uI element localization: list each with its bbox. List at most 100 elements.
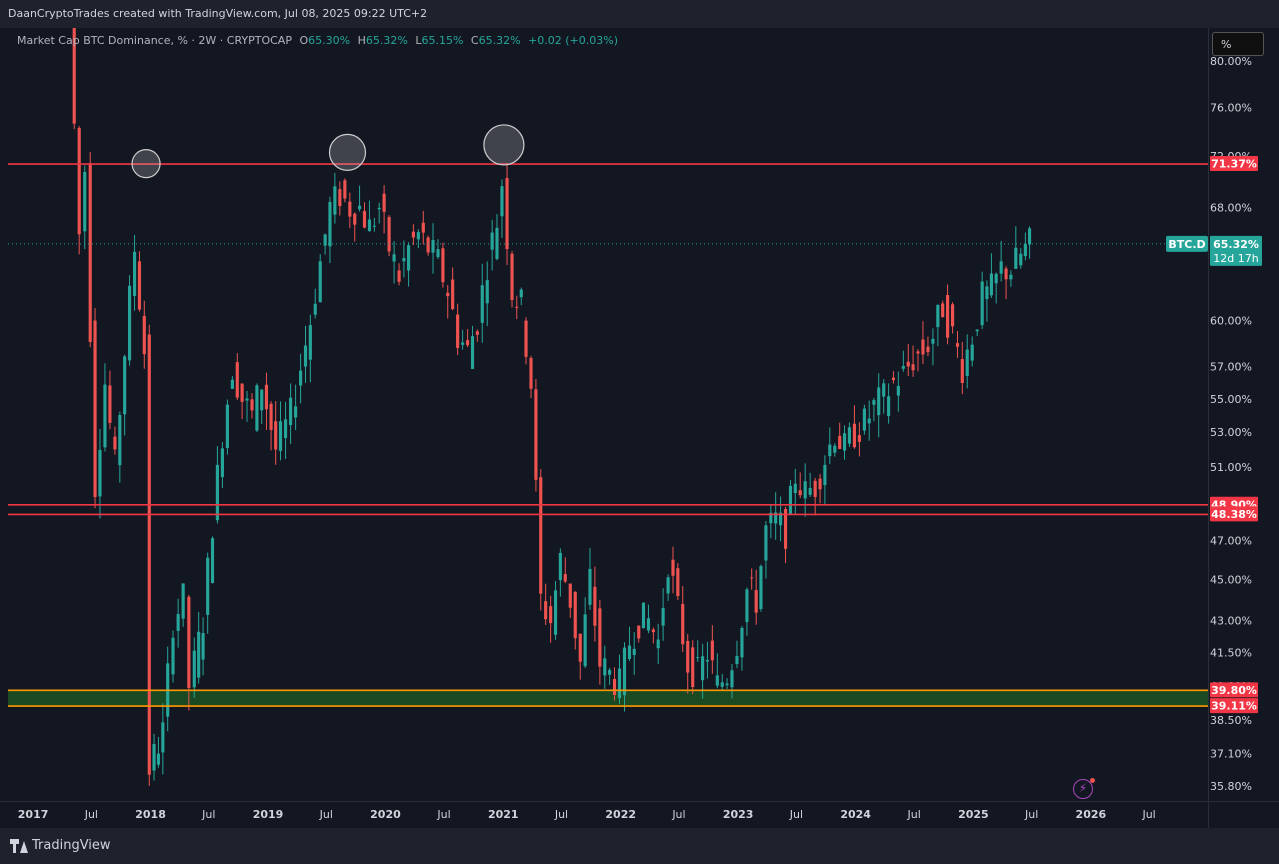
x-tick-label: 2017 — [18, 808, 49, 821]
level-price-label: 39.11% — [1211, 700, 1257, 713]
candle-body — [230, 379, 234, 389]
candle-body — [936, 304, 940, 328]
candle-body — [975, 329, 979, 332]
candle-body — [793, 483, 797, 494]
legend-close-value: 65.32% — [478, 34, 521, 47]
candle-body — [201, 633, 205, 660]
tradingview-logo[interactable]: TradingView — [10, 838, 111, 853]
candle-body — [357, 205, 362, 210]
x-tick-label: 2025 — [958, 808, 989, 821]
candle-body — [696, 657, 700, 659]
candle-body — [156, 753, 161, 765]
chart-pane[interactable] — [8, 28, 1208, 801]
candle-body — [783, 508, 788, 549]
candle-body — [137, 261, 142, 310]
candle-body — [838, 435, 842, 450]
candle-body — [980, 281, 984, 326]
legend-symbol: Market Cap BTC Dominance, % · 2W · CRYPT… — [17, 34, 292, 47]
x-tick-label: 2018 — [135, 808, 166, 821]
highlight-circle — [328, 133, 367, 171]
x-tick-label: Jul — [789, 808, 803, 821]
candle-body — [152, 744, 156, 771]
candle-body — [278, 421, 283, 451]
candle-body — [573, 591, 577, 639]
candle-body — [377, 207, 381, 210]
legend-open-value: 65.30% — [308, 34, 351, 47]
candle-body — [632, 648, 636, 656]
candle-body — [857, 435, 861, 442]
candle-body — [289, 397, 293, 426]
candle-body — [397, 270, 401, 282]
candle-body — [470, 336, 475, 369]
candle-body — [387, 217, 391, 252]
candle-body — [382, 193, 386, 212]
candle-body — [578, 633, 582, 662]
candle-body — [83, 171, 87, 232]
y-tick-label: 60.00% — [1210, 314, 1252, 327]
x-tick-label: Jul — [1141, 808, 1155, 821]
candle-body — [598, 608, 602, 667]
candle-body — [264, 384, 269, 410]
candle-body — [181, 583, 185, 619]
x-tick-label: 2020 — [370, 808, 401, 821]
y-tick-label: 47.00% — [1210, 534, 1252, 547]
symbol-legend[interactable]: Market Cap BTC Dominance, % · 2W · CRYPT… — [17, 34, 618, 47]
candle-body — [362, 211, 367, 228]
candle-body — [553, 590, 558, 635]
candle-body — [333, 186, 337, 215]
x-tick-label: 2024 — [840, 808, 871, 821]
candle-body — [828, 444, 832, 457]
y-tick-label: 55.00% — [1210, 393, 1252, 406]
candle-body — [818, 478, 822, 490]
candle-body — [617, 668, 622, 699]
candle-body — [808, 487, 812, 495]
candle-body — [1023, 244, 1027, 257]
candle-body — [593, 586, 597, 626]
legend-open-label: O — [299, 34, 309, 47]
level-price-tag — [1210, 506, 1258, 522]
candle-body — [686, 640, 690, 673]
footer-bar: TradingView — [0, 828, 1279, 864]
x-tick-label: Jul — [84, 808, 98, 821]
scale-unit-button[interactable]: % — [1212, 32, 1264, 56]
candle-body — [466, 340, 470, 346]
candle-body — [235, 362, 239, 398]
y-tick-label: 68.00% — [1210, 202, 1252, 215]
candle-body — [127, 285, 132, 361]
candle-body — [142, 315, 146, 355]
attribution-text: DaanCryptoTrades created with TradingVie… — [8, 7, 428, 20]
candle-body — [436, 249, 440, 258]
candle-body — [416, 232, 420, 240]
candle-body — [343, 180, 347, 199]
candle-body — [348, 201, 352, 217]
candle-body — [901, 366, 905, 369]
candle-body — [671, 559, 675, 576]
candle-body — [656, 639, 660, 649]
candle-body — [132, 251, 137, 296]
candle-body — [701, 656, 705, 681]
candle-body — [294, 406, 298, 418]
bar-countdown-label: 12d 17h — [1213, 252, 1258, 265]
candle-body — [941, 303, 945, 318]
candle-body — [926, 346, 930, 353]
candle-body — [646, 618, 651, 631]
candle-body — [274, 421, 278, 450]
candle-body — [171, 637, 175, 675]
candle-body — [313, 303, 317, 315]
candle-body — [661, 607, 665, 626]
candle-body — [730, 670, 734, 688]
candle-body — [750, 577, 754, 579]
candle-body — [588, 568, 592, 605]
candle-body — [192, 650, 196, 688]
attribution-bar: DaanCryptoTrades created with TradingVie… — [0, 0, 1279, 28]
candle-body — [999, 261, 1003, 274]
candle-body — [367, 219, 372, 232]
candle-body — [710, 640, 714, 661]
lightning-icon[interactable]: ⚡ — [1073, 778, 1095, 799]
legend-low-value: 65.15% — [421, 34, 464, 47]
candle-body — [769, 512, 773, 524]
candle-body — [108, 385, 112, 423]
candle-body — [451, 279, 455, 310]
candle-body — [1014, 247, 1018, 269]
